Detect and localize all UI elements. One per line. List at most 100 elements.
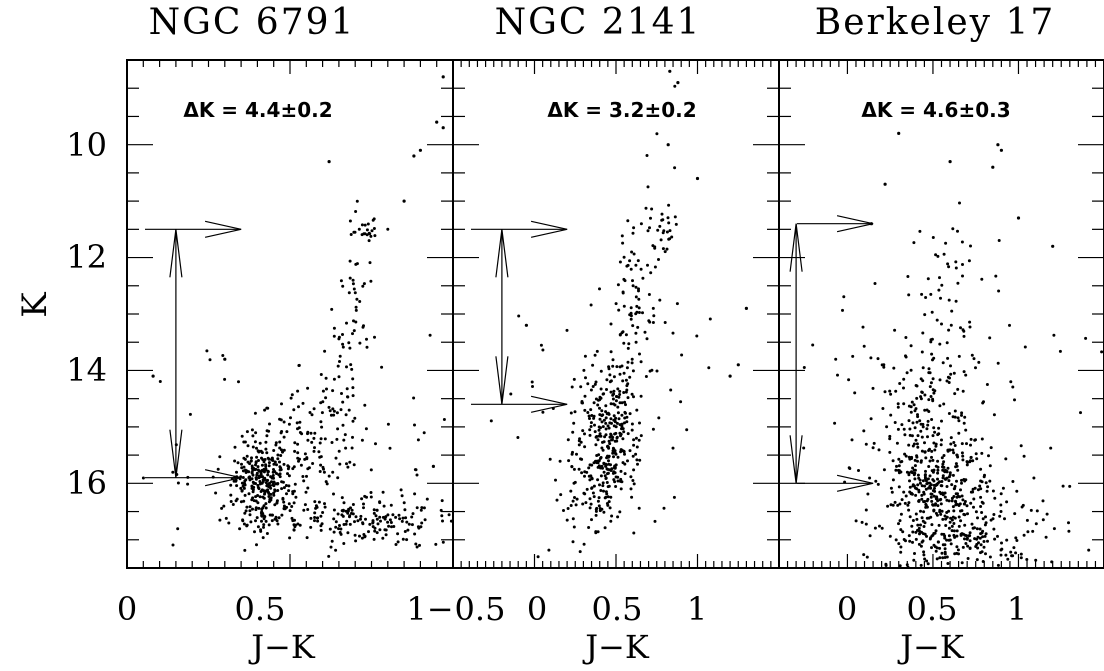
star-point (631, 479, 635, 482)
star-point (621, 437, 625, 441)
star-point (341, 333, 344, 336)
star-point (930, 523, 934, 527)
star-point (339, 532, 343, 536)
star-point (256, 465, 260, 469)
star-point (357, 227, 361, 231)
star-point (268, 484, 272, 488)
star-point (571, 499, 575, 503)
star-point (622, 304, 626, 308)
star-point (1084, 336, 1088, 340)
star-point (369, 234, 373, 238)
star-point (572, 467, 576, 471)
star-point (630, 428, 634, 432)
star-point (636, 259, 640, 263)
star-point (609, 495, 613, 499)
star-point (897, 131, 901, 135)
star-point (398, 517, 402, 521)
star-point (983, 534, 987, 538)
star-point (609, 469, 613, 472)
star-point (929, 381, 933, 385)
star-point (610, 514, 614, 518)
star-point (294, 523, 297, 527)
star-point (630, 392, 634, 396)
star-point (435, 120, 439, 124)
star-point (637, 289, 640, 293)
star-point (353, 520, 356, 524)
star-point (254, 499, 258, 503)
star-point (273, 517, 277, 521)
star-point (916, 415, 920, 419)
star-point (1052, 333, 1056, 337)
star-point (963, 502, 967, 506)
star-point (891, 459, 895, 463)
star-point (158, 380, 162, 383)
star-point (305, 474, 308, 478)
star-point (251, 496, 255, 500)
star-point (574, 503, 578, 507)
star-point (950, 529, 954, 533)
star-point (911, 466, 915, 470)
star-point (312, 436, 316, 440)
star-point (930, 499, 934, 503)
star-point (953, 535, 957, 539)
star-point (919, 377, 923, 381)
star-point (598, 413, 602, 417)
star-point (946, 466, 950, 470)
star-point (419, 508, 423, 512)
star-point (602, 440, 606, 444)
star-point (240, 434, 244, 438)
star-point (440, 514, 444, 518)
star-point (955, 479, 958, 483)
star-point (916, 434, 920, 438)
star-point (979, 505, 983, 508)
star-point (951, 473, 955, 477)
star-point (916, 483, 920, 487)
star-point (948, 520, 952, 524)
star-point (296, 522, 300, 526)
star-point (260, 481, 264, 485)
star-point (945, 511, 949, 514)
star-point (268, 422, 271, 426)
star-point (894, 538, 898, 542)
star-point (960, 451, 964, 455)
star-point (663, 321, 667, 324)
star-point (950, 524, 954, 528)
star-point (260, 463, 264, 467)
star-point (943, 534, 947, 538)
star-point (356, 519, 360, 523)
star-point (913, 471, 917, 475)
star-point (911, 421, 915, 425)
star-point (876, 357, 880, 361)
star-point (337, 449, 341, 453)
star-point (363, 534, 367, 538)
star-point (984, 552, 987, 556)
star-point (917, 542, 921, 546)
star-point (578, 550, 582, 554)
star-point (267, 495, 271, 498)
star-point (970, 522, 974, 526)
star-point (981, 529, 985, 533)
star-point (979, 551, 982, 555)
star-point (606, 472, 609, 476)
star-point (334, 456, 338, 460)
star-point (342, 501, 346, 505)
star-point (598, 287, 601, 291)
star-point (364, 517, 367, 521)
star-point (909, 492, 913, 496)
star-point (1014, 551, 1018, 555)
star-point (929, 486, 933, 490)
star-point (1001, 486, 1005, 490)
star-point (588, 417, 591, 420)
star-point (329, 545, 333, 549)
star-point (918, 419, 922, 423)
star-point (620, 480, 624, 484)
star-point (272, 480, 276, 484)
star-point (347, 408, 351, 412)
star-point (630, 357, 634, 361)
star-point (864, 522, 868, 526)
star-point (1008, 323, 1011, 327)
star-point (598, 395, 602, 399)
star-point (929, 292, 933, 296)
star-point (991, 165, 995, 169)
star-point (927, 449, 931, 452)
